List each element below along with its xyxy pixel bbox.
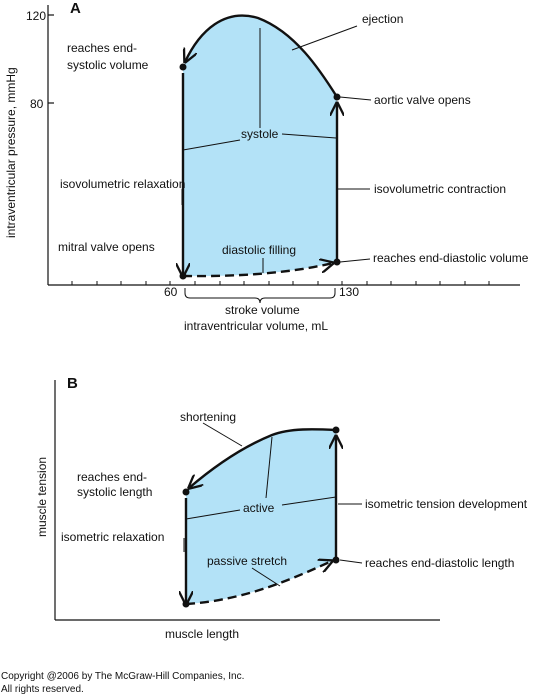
panel-a-letter: A	[70, 0, 81, 17]
copyright-line-1: Copyright @2006 by The McGraw-Hill Compa…	[1, 671, 244, 682]
y-tick-label-80: 80	[30, 97, 44, 111]
y-axis-label-a: intraventricular pressure, mmHg	[4, 67, 18, 238]
leader-lines-a	[181, 25, 372, 273]
length-tension-loop-fill	[186, 429, 336, 604]
shortening-curve	[189, 428, 337, 488]
x-tick-label-60: 60	[164, 285, 178, 299]
ejection-curve	[185, 14, 339, 98]
end-systolic-point	[179, 63, 187, 71]
y-tick-label-120: 120	[26, 9, 46, 23]
x-tick-label-130: 130	[339, 285, 359, 299]
panel-b: B muscle tension muscle length shortenin…	[35, 375, 528, 641]
label-reaches-end-systolic-length-1: reaches end-	[77, 470, 147, 484]
y-axis-label-b: muscle tension	[35, 457, 49, 537]
label-reaches-end-systolic-2: systolic volume	[67, 58, 149, 72]
aortic-valve-point	[333, 93, 341, 101]
label-isovolumetric-contraction: isovolumetric contraction	[374, 182, 506, 196]
label-reaches-end-diastolic-volume: reaches end-diastolic volume	[373, 251, 529, 265]
panel-b-letter: B	[67, 375, 78, 392]
label-shortening: shortening	[180, 410, 236, 424]
x-axis-label-a: intraventricular volume, mL	[184, 319, 328, 333]
label-ejection: ejection	[362, 12, 403, 26]
label-isometric-relaxation: isometric relaxation	[61, 530, 164, 544]
x-minor-ticks-a	[71, 281, 490, 285]
copyright-line-2: All rights reserved.	[1, 684, 84, 695]
label-diastolic-filling: diastolic filling	[222, 243, 296, 257]
stroke-volume-label: stroke volume	[225, 303, 300, 317]
leader-lines-b	[183, 422, 363, 587]
label-passive-stretch: passive stretch	[207, 554, 287, 568]
label-reaches-end-diastolic-length: reaches end-diastolic length	[365, 556, 514, 570]
label-active: active	[243, 501, 275, 515]
stroke-volume-bracket	[184, 288, 336, 304]
end-diastolic-length-point	[332, 556, 340, 564]
peak-tension-point	[332, 426, 340, 434]
label-mitral-valve-opens: mitral valve opens	[58, 240, 155, 254]
passive-stretch-curve	[185, 561, 332, 606]
label-systole: systole	[241, 127, 279, 141]
end-diastolic-point	[333, 258, 341, 266]
end-systolic-length-point	[182, 488, 190, 496]
mitral-valve-point	[179, 272, 187, 280]
label-isometric-tension-development: isometric tension development	[365, 497, 528, 511]
relaxed-point	[182, 600, 190, 608]
x-axis-label-b: muscle length	[165, 627, 239, 641]
diastolic-filling-curve	[182, 263, 333, 278]
label-aortic-valve-opens: aortic valve opens	[374, 93, 471, 107]
label-isovolumetric-relaxation: isovolumetric relaxation	[60, 177, 185, 191]
panel-a: A 120 80 60 130 intraventricular pressur…	[4, 0, 529, 333]
pv-loop-fill	[183, 15, 337, 277]
label-reaches-end-systolic-1: reaches end-	[67, 41, 137, 55]
label-reaches-end-systolic-length-2: systolic length	[77, 485, 152, 499]
